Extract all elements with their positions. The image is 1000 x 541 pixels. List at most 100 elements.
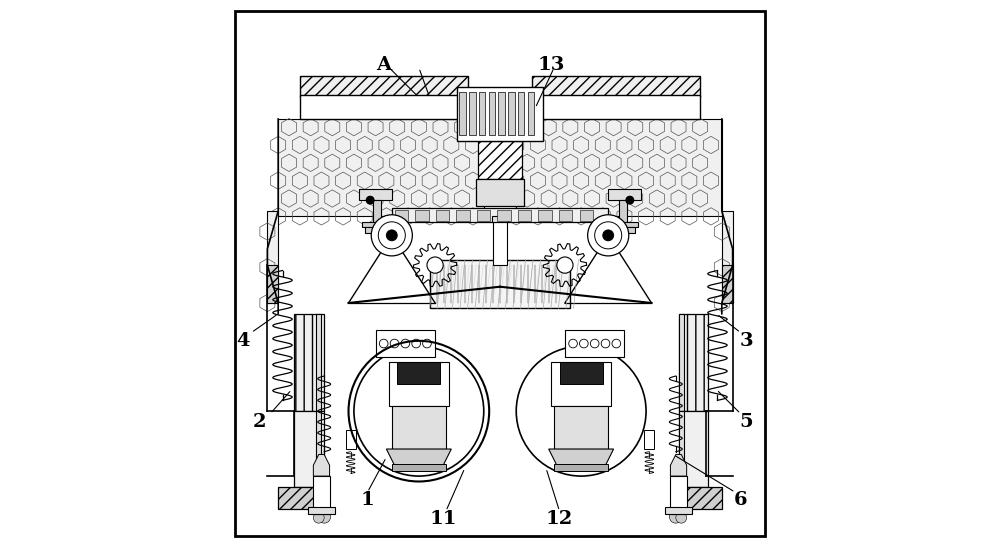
Bar bbox=[665, 507, 692, 514]
Bar bbox=[267, 265, 278, 303]
Bar bbox=[395, 210, 408, 221]
Bar bbox=[611, 227, 635, 233]
Bar bbox=[373, 200, 381, 222]
Bar bbox=[722, 265, 733, 303]
Circle shape bbox=[557, 257, 573, 273]
Bar bbox=[673, 487, 722, 509]
Bar bbox=[459, 92, 466, 135]
Circle shape bbox=[354, 346, 484, 476]
Polygon shape bbox=[386, 449, 451, 471]
Bar bbox=[479, 92, 485, 135]
Bar bbox=[565, 330, 624, 357]
Circle shape bbox=[603, 230, 614, 241]
Circle shape bbox=[390, 339, 399, 348]
Bar bbox=[518, 210, 531, 221]
Polygon shape bbox=[670, 454, 687, 476]
Text: 13: 13 bbox=[538, 56, 565, 74]
Bar bbox=[508, 92, 515, 135]
Bar bbox=[392, 464, 446, 471]
Circle shape bbox=[676, 512, 687, 523]
Circle shape bbox=[412, 339, 420, 348]
Circle shape bbox=[669, 510, 682, 523]
Bar bbox=[644, 430, 654, 449]
Bar bbox=[476, 179, 524, 206]
Text: 2: 2 bbox=[253, 413, 266, 431]
Circle shape bbox=[427, 257, 443, 273]
Circle shape bbox=[386, 230, 397, 241]
Bar bbox=[346, 430, 356, 449]
Bar bbox=[389, 362, 449, 406]
Text: A: A bbox=[376, 56, 391, 74]
Bar bbox=[267, 211, 278, 303]
Bar bbox=[580, 210, 593, 221]
Bar bbox=[308, 507, 335, 514]
Bar bbox=[469, 92, 476, 135]
Bar bbox=[608, 222, 638, 227]
Bar bbox=[430, 260, 570, 308]
Circle shape bbox=[588, 215, 629, 256]
Text: 11: 11 bbox=[429, 510, 457, 529]
Text: 5: 5 bbox=[739, 413, 753, 431]
Bar bbox=[559, 210, 572, 221]
Bar bbox=[489, 92, 495, 135]
Bar bbox=[362, 222, 392, 227]
Circle shape bbox=[580, 339, 588, 348]
Polygon shape bbox=[313, 454, 330, 476]
Circle shape bbox=[379, 339, 388, 348]
Text: 3: 3 bbox=[739, 332, 753, 350]
Circle shape bbox=[595, 222, 622, 249]
Bar bbox=[619, 200, 627, 222]
Bar bbox=[554, 464, 608, 471]
Bar bbox=[608, 189, 641, 200]
Circle shape bbox=[366, 196, 374, 204]
Text: 1: 1 bbox=[361, 491, 374, 510]
Bar bbox=[392, 208, 608, 222]
Bar bbox=[551, 362, 611, 406]
Circle shape bbox=[371, 215, 412, 256]
Bar bbox=[679, 411, 684, 487]
Bar bbox=[560, 362, 603, 384]
Bar bbox=[554, 406, 608, 449]
Bar bbox=[435, 265, 565, 303]
Circle shape bbox=[318, 510, 331, 523]
Bar bbox=[679, 411, 708, 487]
Circle shape bbox=[401, 339, 410, 348]
Circle shape bbox=[670, 503, 687, 519]
Text: 6: 6 bbox=[734, 491, 748, 510]
Bar bbox=[278, 487, 327, 509]
Bar bbox=[316, 411, 321, 487]
Bar bbox=[376, 330, 435, 357]
Bar bbox=[457, 87, 543, 141]
Bar bbox=[294, 314, 324, 411]
Bar bbox=[722, 211, 733, 303]
Bar bbox=[670, 476, 687, 514]
Circle shape bbox=[626, 196, 634, 204]
Polygon shape bbox=[549, 449, 614, 471]
Bar bbox=[300, 76, 468, 97]
Bar bbox=[528, 92, 534, 135]
Bar bbox=[516, 119, 722, 216]
Bar bbox=[392, 406, 446, 449]
Bar bbox=[532, 76, 700, 97]
Bar bbox=[316, 314, 321, 411]
Bar bbox=[415, 210, 429, 221]
Bar bbox=[532, 95, 700, 119]
Bar bbox=[679, 314, 684, 411]
Circle shape bbox=[378, 222, 405, 249]
Bar bbox=[397, 362, 440, 384]
Bar bbox=[359, 189, 392, 200]
Bar bbox=[492, 216, 508, 222]
Text: 12: 12 bbox=[546, 510, 573, 529]
Bar bbox=[300, 95, 468, 119]
Bar bbox=[278, 119, 484, 216]
Bar bbox=[497, 210, 511, 221]
Bar bbox=[679, 314, 708, 411]
Bar bbox=[294, 411, 324, 487]
Bar bbox=[498, 92, 505, 135]
Circle shape bbox=[313, 512, 324, 523]
Bar bbox=[518, 92, 524, 135]
Bar bbox=[493, 222, 507, 265]
Circle shape bbox=[590, 339, 599, 348]
Text: 4: 4 bbox=[236, 332, 250, 350]
Bar bbox=[538, 210, 552, 221]
